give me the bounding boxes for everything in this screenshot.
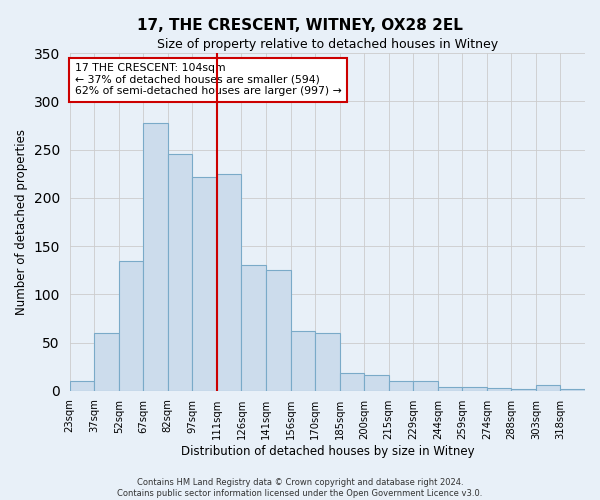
Y-axis label: Number of detached properties: Number of detached properties [15,129,28,315]
Text: 17 THE CRESCENT: 104sqm
← 37% of detached houses are smaller (594)
62% of semi-d: 17 THE CRESCENT: 104sqm ← 37% of detache… [75,63,341,96]
Bar [241,266,266,391]
Bar [217,174,241,391]
Bar [143,122,168,391]
Bar [364,376,389,391]
Bar [94,333,119,391]
Bar [70,382,94,391]
Title: Size of property relative to detached houses in Witney: Size of property relative to detached ho… [157,38,498,51]
Bar [487,388,511,391]
Bar [168,154,193,391]
Text: 17, THE CRESCENT, WITNEY, OX28 2EL: 17, THE CRESCENT, WITNEY, OX28 2EL [137,18,463,32]
Bar [511,389,536,391]
Text: Contains HM Land Registry data © Crown copyright and database right 2024.
Contai: Contains HM Land Registry data © Crown c… [118,478,482,498]
Bar [462,387,487,391]
Bar [266,270,290,391]
Bar [193,176,217,391]
Bar [413,382,438,391]
Bar [389,382,413,391]
Bar [560,389,585,391]
Bar [290,331,315,391]
Bar [536,385,560,391]
Bar [315,333,340,391]
Bar [438,387,462,391]
X-axis label: Distribution of detached houses by size in Witney: Distribution of detached houses by size … [181,444,474,458]
Bar [119,260,143,391]
Bar [340,372,364,391]
